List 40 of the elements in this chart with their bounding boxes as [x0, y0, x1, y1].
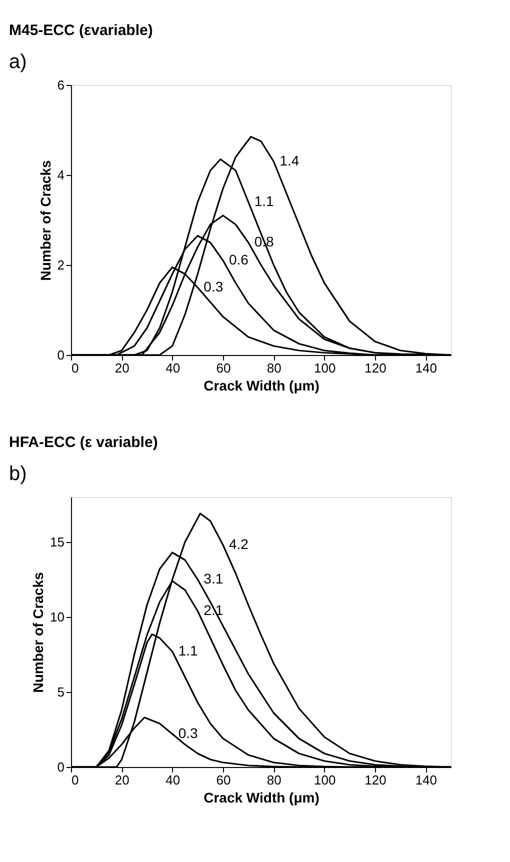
- series-label: 0.3: [178, 725, 198, 741]
- series-label: 0.3: [204, 278, 224, 294]
- series-label: 1.1: [178, 642, 198, 658]
- x-tick-label: 100: [314, 772, 336, 788]
- y-tick-label: 5: [57, 684, 64, 700]
- chart-title: M45-ECC (εvariable): [9, 22, 153, 39]
- y-tick-label: 0: [57, 760, 64, 774]
- x-tick-label: 120: [364, 360, 386, 376]
- y-tick-label: 10: [50, 610, 64, 624]
- chart-title: HFA-ECC (ε variable): [9, 434, 158, 451]
- x-tick-label: 20: [114, 772, 130, 788]
- x-axis-title: Crack Width (μm): [204, 378, 320, 394]
- series-label: 1.4: [280, 152, 300, 168]
- x-tick-label: 80: [266, 772, 282, 788]
- y-tick-label: 15: [50, 534, 64, 550]
- y-tick-label: 6: [57, 78, 64, 92]
- series-label: 0.6: [229, 252, 249, 268]
- x-tick-label: 40: [166, 360, 180, 376]
- x-tick-label: 40: [166, 772, 180, 788]
- y-axis-title: Number of Cracks: [37, 160, 54, 281]
- series-label: 1.1: [254, 193, 274, 209]
- x-tick-label: 20: [114, 360, 130, 376]
- y-tick-label: 0: [57, 348, 64, 362]
- y-axis-title: Number of Cracks: [30, 572, 46, 693]
- series-label: 3.1: [204, 570, 224, 586]
- x-axis-title: Crack Width (μm): [204, 790, 320, 806]
- text: b): [9, 463, 27, 485]
- x-tick-label: 140: [415, 360, 438, 376]
- y-tick-label: 4: [57, 168, 64, 182]
- text: a): [9, 51, 27, 73]
- x-tick-label: 60: [216, 360, 231, 376]
- x-tick-label: 60: [216, 772, 231, 788]
- x-tick-label: 0: [72, 772, 79, 788]
- x-tick-label: 80: [266, 360, 282, 376]
- series-label: 4.2: [229, 536, 249, 552]
- x-tick-label: 100: [314, 360, 336, 376]
- x-tick-label: 0: [72, 360, 79, 376]
- x-tick-label: 140: [415, 772, 438, 788]
- y-tick-label: 2: [57, 258, 64, 272]
- x-tick-label: 120: [364, 772, 386, 788]
